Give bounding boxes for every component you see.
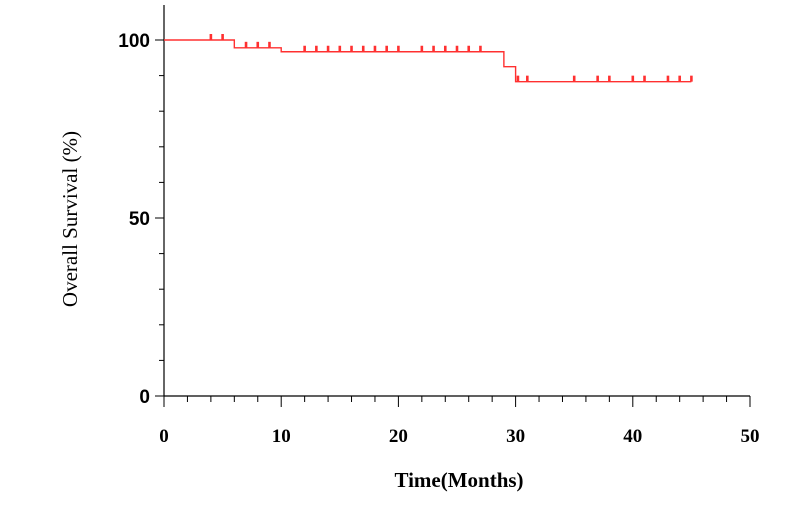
x-axis-label: Time(Months): [394, 468, 523, 492]
ticks: [155, 39, 751, 407]
x-tick-label: 10: [272, 426, 291, 447]
x-tick-label: 0: [159, 426, 169, 447]
y-tick-label: 0: [139, 387, 150, 408]
axes: [163, 5, 750, 397]
plot-area: [164, 34, 693, 83]
x-tick-label: 50: [741, 426, 760, 447]
y-tick-label: 50: [129, 209, 150, 230]
y-tick-label: 100: [118, 31, 150, 52]
tick-labels: 0 10 20 30 40 50 0 50 100: [118, 31, 759, 447]
x-tick-label: 30: [506, 426, 525, 447]
x-tick-label: 40: [623, 426, 642, 447]
x-tick-label: 20: [389, 426, 408, 447]
y-axis-label: Overall Survival (%): [58, 131, 82, 307]
survival-curve: [164, 39, 692, 83]
